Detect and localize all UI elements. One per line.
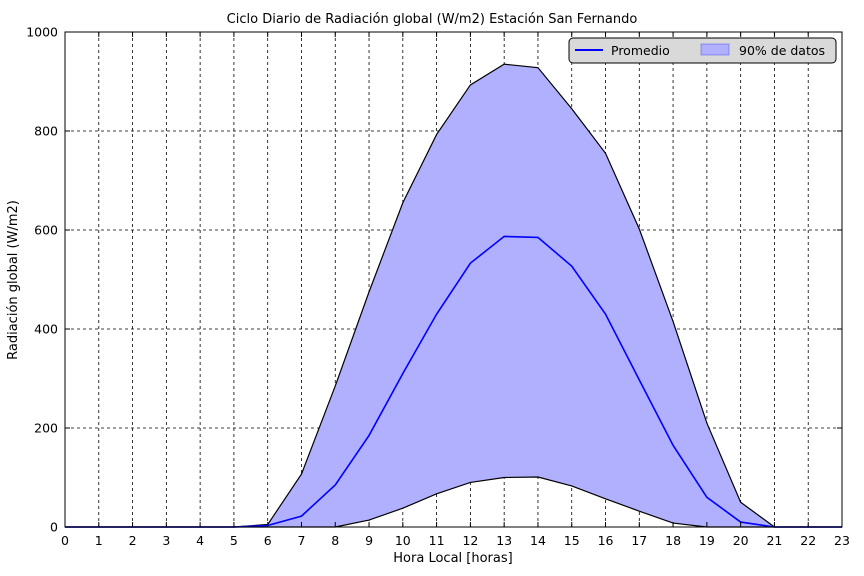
x-tick-label: 2 bbox=[129, 533, 137, 548]
x-tick-label: 16 bbox=[598, 533, 614, 548]
x-tick-label: 4 bbox=[196, 533, 204, 548]
legend: Promedio 90% de datos bbox=[568, 37, 837, 64]
band-layer bbox=[65, 63, 842, 528]
x-tick-label: 9 bbox=[365, 533, 373, 548]
y-tick-label: 0 bbox=[50, 520, 58, 535]
y-axis-label: Radiación global (W/m2) bbox=[6, 200, 21, 360]
legend-band-swatch bbox=[700, 43, 730, 56]
y-tick-label: 200 bbox=[34, 421, 58, 436]
y-tick-label: 800 bbox=[34, 124, 58, 139]
plot-frame bbox=[64, 31, 843, 528]
x-tick-label: 1 bbox=[95, 533, 103, 548]
tick-layer: 0 1 2 3 4 5 6 7 8 9 10 11 12 13 14 15 16 17 18 19 20 21 22 2302… bbox=[26, 25, 850, 549]
x-tick-label: 8 bbox=[331, 533, 339, 548]
legend-label-band: 90% de datos bbox=[739, 43, 825, 58]
x-tick-label: 20 bbox=[733, 533, 749, 548]
x-tick-label: 21 bbox=[766, 533, 782, 548]
x-tick-label: 14 bbox=[530, 533, 546, 548]
x-tick-label: 5 bbox=[230, 533, 238, 548]
x-tick-label: 13 bbox=[496, 533, 512, 548]
x-axis-label: Hora Local [horas] bbox=[393, 551, 512, 566]
x-tick-label: 11 bbox=[429, 533, 445, 548]
x-tick-label: 3 bbox=[162, 533, 170, 548]
x-tick-label: 10 bbox=[395, 533, 411, 548]
chart-title: Ciclo Diario de Radiación global (W/m2) … bbox=[227, 12, 638, 27]
legend-label-promedio: Promedio bbox=[611, 43, 670, 58]
x-tick-label: 7 bbox=[298, 533, 306, 548]
x-tick-label: 19 bbox=[699, 533, 715, 548]
y-tick-label: 600 bbox=[34, 223, 58, 238]
x-tick-label: 18 bbox=[665, 533, 681, 548]
x-tick-label: 23 bbox=[834, 533, 850, 548]
confidence-band-area bbox=[65, 64, 842, 528]
x-tick-label: 0 bbox=[61, 533, 69, 548]
x-tick-label: 12 bbox=[462, 533, 478, 548]
x-tick-label: 22 bbox=[800, 533, 816, 548]
y-tick-label: 400 bbox=[34, 322, 58, 337]
x-tick-label: 17 bbox=[631, 533, 647, 548]
y-tick-label: 1000 bbox=[26, 25, 58, 40]
x-tick-label: 15 bbox=[564, 533, 580, 548]
x-tick-label: 6 bbox=[264, 533, 272, 548]
